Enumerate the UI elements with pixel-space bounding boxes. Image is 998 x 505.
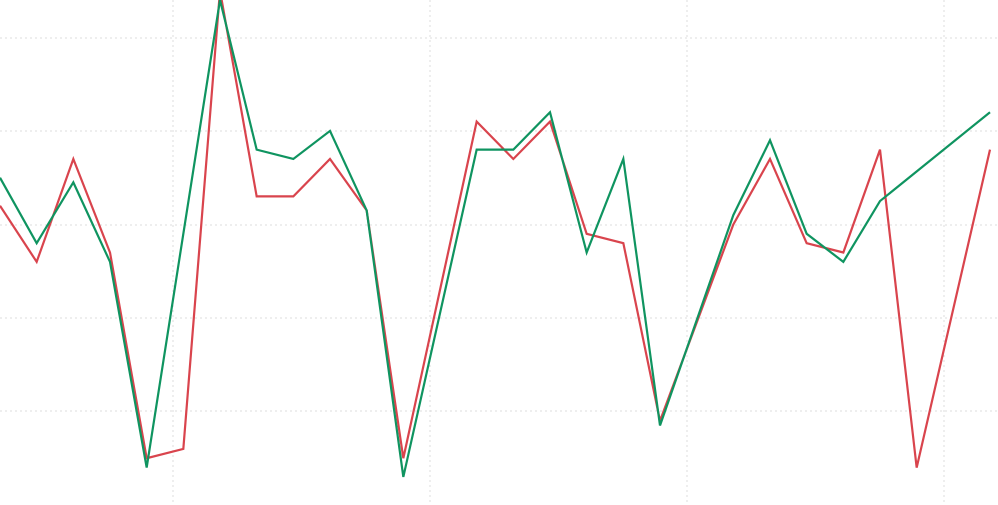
series-line-0 [0, 0, 992, 468]
series-line-1 [0, 0, 991, 478]
series-layer [0, 0, 992, 478]
